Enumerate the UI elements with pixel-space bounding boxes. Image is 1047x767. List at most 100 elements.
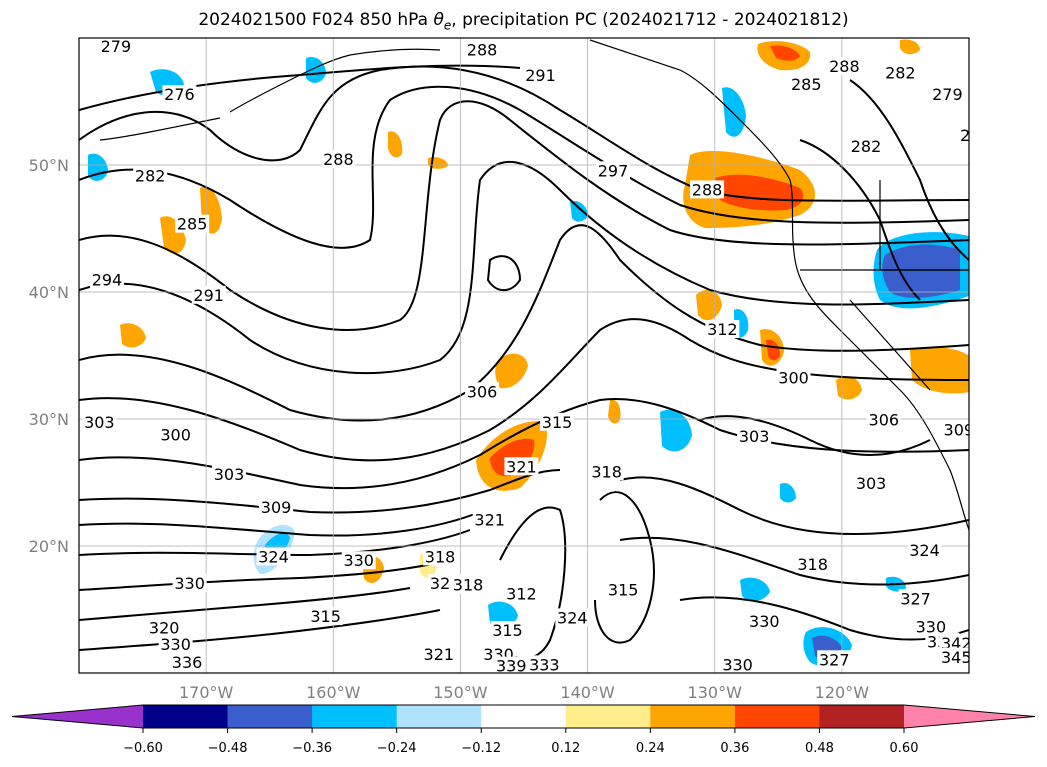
contour-label-bg xyxy=(789,74,824,93)
contour-label-bg xyxy=(494,656,529,673)
contour-label: 276 xyxy=(164,85,195,104)
contour-label-bg xyxy=(939,633,969,652)
lon-tick-label: 120°W xyxy=(815,683,870,702)
contour-label: 288 xyxy=(829,57,860,76)
colorbar-segment xyxy=(650,705,736,728)
contour-label: 315 xyxy=(542,413,573,432)
contour-label: 318 xyxy=(591,462,622,481)
contour-label: 321 xyxy=(474,511,505,530)
contour-label-bg xyxy=(907,541,942,560)
contour-label-bg xyxy=(191,285,226,304)
contour-label-bg xyxy=(504,584,539,603)
contour-label-bg xyxy=(849,137,884,156)
contour-label: 300 xyxy=(160,426,191,445)
contour-label: 330 xyxy=(722,655,753,674)
contour-label-bg xyxy=(133,166,168,185)
contour-label: 276 xyxy=(960,126,991,145)
contour-label-bg xyxy=(162,85,197,104)
contour-label: 324 xyxy=(258,547,289,566)
contour-label: 336 xyxy=(172,653,203,672)
contour-label-bg xyxy=(795,555,830,574)
contour-label-bg xyxy=(172,574,207,593)
gridlines xyxy=(79,38,969,673)
contour-label: 282 xyxy=(885,64,916,83)
contour-label: 318 xyxy=(453,575,484,594)
contour-label: 297 xyxy=(598,161,629,180)
colorbar-tick-label: −0.60 xyxy=(123,741,163,756)
contour-label: 288 xyxy=(467,41,498,60)
colorbar-segment xyxy=(734,705,820,728)
contour-label-bg xyxy=(256,547,291,566)
contour-label: 309 xyxy=(944,420,975,439)
contour-label-bg xyxy=(98,38,133,55)
contour-label-bg xyxy=(596,161,630,180)
title-prefix: 2024021500 F024 850 hPa xyxy=(198,10,434,30)
contour-label: 327 xyxy=(819,650,850,669)
contour-label-bg xyxy=(147,618,182,637)
colorbar-tick-label: 0.48 xyxy=(805,741,834,756)
contour-label-bg xyxy=(817,650,852,669)
contour-label: 285 xyxy=(177,215,208,234)
contour-label: 279 xyxy=(101,37,132,56)
colorbar-segment xyxy=(227,705,313,728)
contour-label-bg xyxy=(465,40,500,59)
contour-label: 309 xyxy=(261,498,292,517)
contour-label: 330 xyxy=(916,617,947,636)
coastlines xyxy=(99,39,969,531)
colorbar-segment xyxy=(396,705,482,728)
colorbar-extend-high xyxy=(904,705,1035,728)
contour-label-bg xyxy=(451,575,486,594)
lat-tick-label: 30°N xyxy=(29,410,69,429)
contour-label-bg xyxy=(170,652,205,671)
contour-label: 330 xyxy=(749,612,780,631)
contour-label: 282 xyxy=(851,137,882,156)
contour-label: 303 xyxy=(739,427,770,446)
contour-label-bg xyxy=(913,617,948,636)
longitude-tick-labels: 170°W 160°W 150°W 140°W 130°W 120°W xyxy=(179,683,869,702)
title-suffix: , precipitation PC (2024021712 - 2024021… xyxy=(451,10,849,30)
contour-label-bg xyxy=(89,270,124,289)
map-title: 2024021500 F024 850 hPa θe, precipitatio… xyxy=(0,10,1047,32)
latitude-tick-labels: 20°N 30°N 40°N 50°N xyxy=(29,156,69,556)
contour-label: 300 xyxy=(778,368,809,387)
contour-label-bg xyxy=(939,647,969,666)
contour-label: 306 xyxy=(467,382,498,401)
contour-label: 330 xyxy=(343,551,374,570)
contour-label-bg xyxy=(776,368,811,387)
contour-label-bg xyxy=(540,412,575,431)
colorbar-tick-label: −0.36 xyxy=(292,741,332,756)
colorbar: −0.60 −0.48 −0.36 −0.24 −0.12 0.12 0.24 0.36 0.4… xyxy=(11,704,1036,756)
contour-label-bg xyxy=(175,214,210,233)
contour-label-bg xyxy=(465,382,500,401)
contour-label: 330 xyxy=(174,574,205,593)
contour-label-bg xyxy=(737,426,772,445)
contour-label-bg xyxy=(941,420,969,439)
colorbar-tick-label: 0.12 xyxy=(551,741,580,756)
contour-label: 288 xyxy=(692,180,723,199)
contour-label: 321 xyxy=(424,645,455,664)
contour-label-bg xyxy=(986,142,1010,160)
contour-label: 315 xyxy=(492,621,523,640)
contour-label-bg xyxy=(747,612,782,631)
contour-label-bg xyxy=(527,655,562,673)
contour-label-bg xyxy=(504,457,539,476)
contour-label: 339 xyxy=(496,657,527,676)
contour-label-bg xyxy=(82,412,117,431)
contour-label-bg xyxy=(854,473,889,492)
contour-label: 321 xyxy=(506,457,537,476)
contour-label-bg xyxy=(606,580,641,599)
contour-label: 315 xyxy=(608,580,639,599)
contour-label: 306 xyxy=(869,410,900,429)
contour-label-bg xyxy=(523,66,558,85)
lon-tick-label: 150°W xyxy=(433,683,488,702)
lat-tick-label: 20°N xyxy=(29,537,69,556)
contour-label: 324 xyxy=(557,608,588,627)
contour-label: 330 xyxy=(160,635,191,654)
contour-label: 73 xyxy=(988,142,1008,161)
contour-label-bg xyxy=(866,410,901,429)
contour-label-bg xyxy=(472,510,507,529)
contour-label: 333 xyxy=(529,655,560,674)
contour-label: 315 xyxy=(310,607,341,626)
